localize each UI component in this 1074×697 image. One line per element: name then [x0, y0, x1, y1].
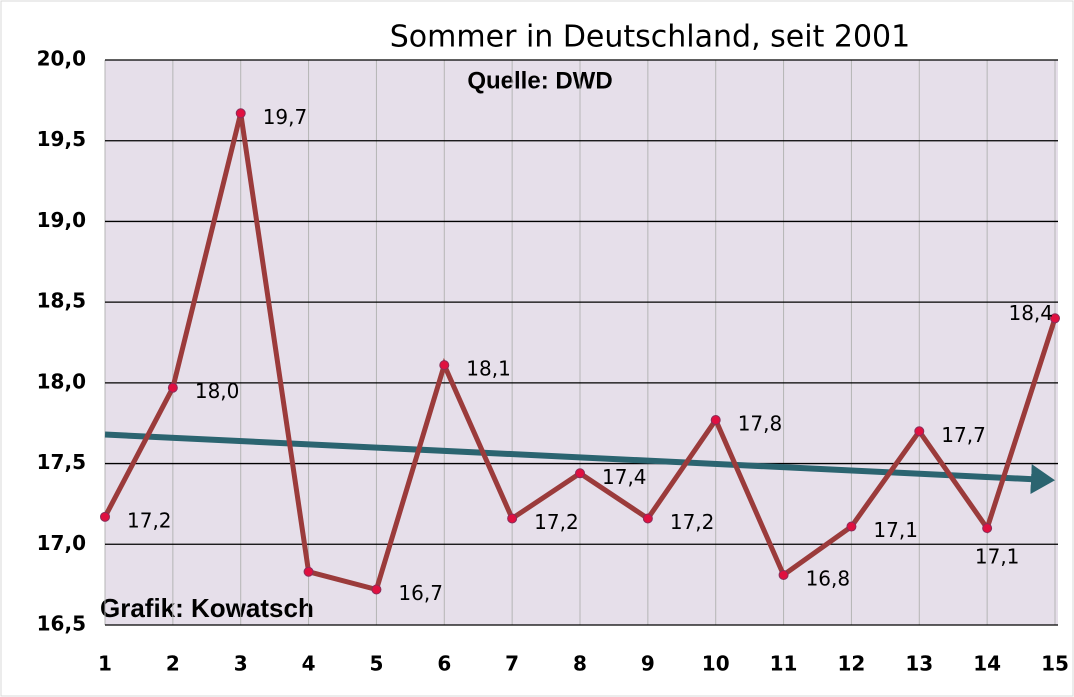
y-tick-label: 18,5	[37, 289, 86, 313]
data-point	[642, 513, 653, 524]
data-point	[710, 414, 721, 425]
data-point	[235, 108, 246, 119]
data-label: 17,1	[975, 545, 1020, 569]
data-point	[303, 566, 314, 577]
data-label: 17,4	[602, 465, 647, 489]
x-tick-label: 15	[1041, 652, 1069, 676]
data-point	[778, 569, 789, 580]
x-tick-label: 5	[369, 652, 383, 676]
data-point	[439, 360, 450, 371]
x-tick-label: 10	[702, 652, 730, 676]
x-tick-label: 6	[437, 652, 451, 676]
data-point	[507, 513, 518, 524]
data-label: 17,2	[534, 510, 579, 534]
y-tick-label: 18,0	[37, 369, 86, 393]
credit-note: Grafik: Kowatsch	[100, 593, 314, 623]
data-point	[100, 511, 110, 522]
chart-title: Sommer in Deutschland, seit 2001	[390, 20, 910, 55]
data-label: 17,1	[873, 518, 918, 542]
data-point	[914, 426, 925, 437]
data-label: 16,8	[806, 566, 851, 590]
x-tick-label: 12	[838, 652, 866, 676]
x-tick-label: 1	[98, 652, 112, 676]
data-point	[1050, 313, 1060, 324]
y-tick-label: 17,0	[37, 531, 86, 555]
data-point	[371, 584, 382, 595]
y-tick-label: 19,5	[37, 127, 86, 151]
data-label: 17,2	[127, 508, 172, 532]
x-tick-label: 14	[973, 652, 1001, 676]
data-label: 18,0	[195, 379, 240, 403]
y-tick-label: 16,5	[37, 612, 86, 636]
x-tick-label: 9	[641, 652, 655, 676]
data-label: 17,2	[670, 510, 715, 534]
y-tick-label: 20,0	[37, 47, 86, 71]
x-tick-label: 8	[573, 652, 587, 676]
y-tick-label: 19,0	[37, 208, 86, 232]
data-point	[846, 521, 857, 532]
x-tick-label: 13	[905, 652, 933, 676]
data-point	[167, 382, 178, 393]
plot-area	[105, 60, 1058, 625]
data-label: 17,7	[941, 423, 986, 447]
data-label: 17,8	[738, 411, 783, 435]
x-tick-label: 4	[302, 652, 316, 676]
source-note: Quelle: DWD	[467, 67, 612, 94]
data-label: 16,7	[398, 581, 443, 605]
data-point	[982, 523, 993, 534]
data-label: 18,4	[1008, 301, 1053, 325]
trend-line	[104, 431, 1055, 495]
y-tick-label: 17,5	[37, 450, 86, 474]
x-tick-label: 11	[770, 652, 798, 676]
x-tick-label: 7	[505, 652, 519, 676]
x-tick-label: 2	[166, 652, 180, 676]
data-label: 18,1	[466, 357, 511, 381]
data-point	[575, 468, 585, 479]
x-tick-label: 3	[234, 652, 248, 676]
data-label: 19,7	[263, 105, 308, 129]
